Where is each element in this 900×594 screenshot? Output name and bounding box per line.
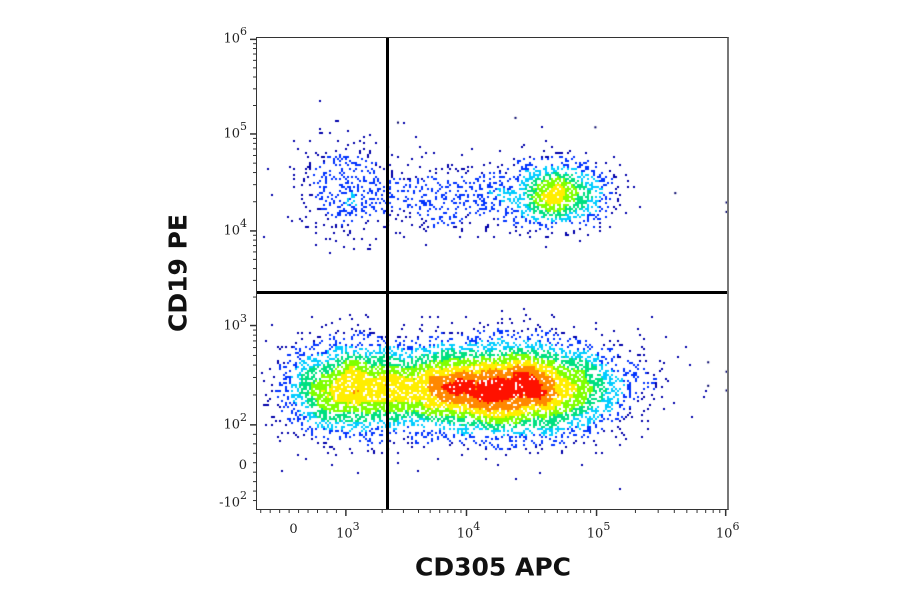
x-tick-label: 0: [289, 522, 298, 537]
y-tick-label: 106: [223, 25, 247, 47]
density-dots: [257, 38, 727, 508]
y-axis-title: CD19 PE: [163, 214, 193, 332]
y-tick-label: 104: [223, 216, 247, 239]
y-tick-label: 102: [223, 410, 247, 433]
x-axis-title: CD305 APC: [414, 552, 572, 582]
y-tick-label: 103: [223, 311, 247, 333]
y-tick-label: -102: [219, 488, 247, 511]
plot-area: [256, 37, 729, 510]
x-tick-label: 106: [715, 520, 740, 542]
y-tick-label: 105: [223, 119, 247, 142]
x-tick-label: 105: [586, 520, 611, 542]
x-tick-label: 104: [456, 520, 481, 542]
quadrant-gate-horizontal[interactable]: [257, 291, 727, 295]
quadrant-gate-vertical[interactable]: [386, 38, 390, 509]
x-tick-label: 103: [336, 520, 360, 542]
y-tick-label: 0: [238, 457, 247, 473]
